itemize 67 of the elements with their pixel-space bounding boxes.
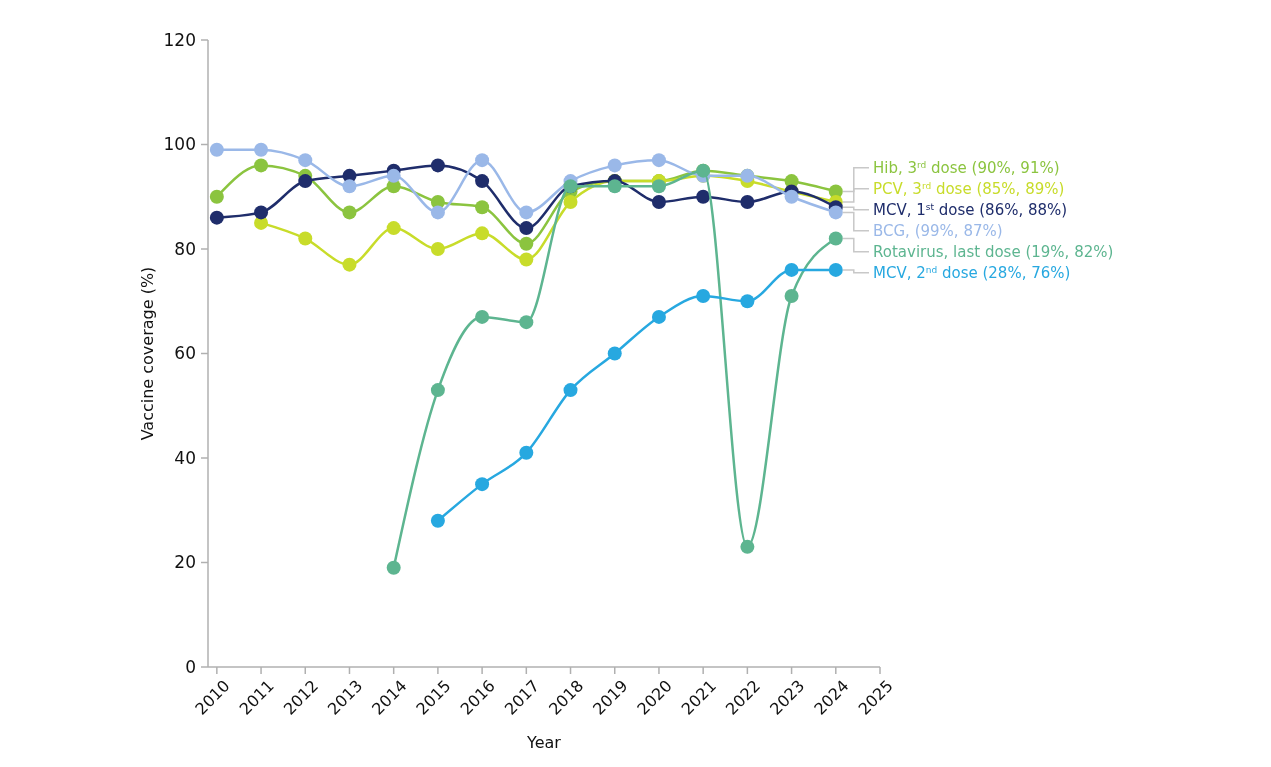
point [430,383,445,398]
point [475,226,490,241]
point [209,210,224,225]
point [784,289,799,304]
point [475,153,490,168]
point [563,383,578,398]
point [298,231,313,246]
point [342,205,357,220]
point [298,174,313,189]
point [475,477,490,492]
point [386,221,401,236]
point [475,200,490,215]
point [519,236,534,251]
point [386,560,401,575]
point [475,174,490,189]
point [828,262,843,277]
y-tick-label: 40 [174,447,196,468]
point [740,539,755,554]
point [784,262,799,277]
point [828,231,843,246]
point [519,205,534,220]
text: Rotavirus, last dose (19%, 82%) [873,243,1114,262]
point [607,179,622,194]
point [342,257,357,272]
point [696,189,711,204]
point [386,168,401,183]
text: BCG, (99%, 87%) [873,222,1003,241]
text: Hib, 3$^{rd}$ dose (90%, 91%) [873,159,1060,178]
y-tick-label: 0 [185,656,196,677]
text: MCV, 1$^{st}$ dose (86%, 88%) [873,201,1068,220]
point [607,158,622,173]
point [209,189,224,204]
y-tick-label: 20 [174,552,196,573]
point [430,513,445,528]
y-tick-label: 120 [163,29,196,50]
point [607,346,622,361]
point [651,153,666,168]
point [475,309,490,324]
point [651,309,666,324]
y-tick-label: 100 [163,134,196,155]
point [519,315,534,330]
point [430,205,445,220]
point [254,158,269,173]
text: MCV, 2$^{nd}$ dose (28%, 76%) [873,264,1071,283]
y-axis-title: Vaccine coverage (%) [138,266,157,441]
text: PCV, 3$^{rd}$ dose (85%, 89%) [873,180,1065,199]
point [519,445,534,460]
x-axis-title: Year [526,733,562,752]
point [651,194,666,209]
point [209,142,224,157]
point [784,189,799,204]
point [740,294,755,309]
point [254,205,269,220]
point [651,179,666,194]
point [519,252,534,267]
point [430,242,445,256]
point [430,158,445,173]
point [828,205,843,220]
y-tick-label: 60 [174,343,196,364]
point [298,153,313,168]
point [342,179,357,194]
point [563,194,578,209]
point [696,289,711,304]
point [740,194,755,209]
point [254,142,269,157]
point [519,221,534,236]
y-tick-label: 80 [174,238,196,259]
